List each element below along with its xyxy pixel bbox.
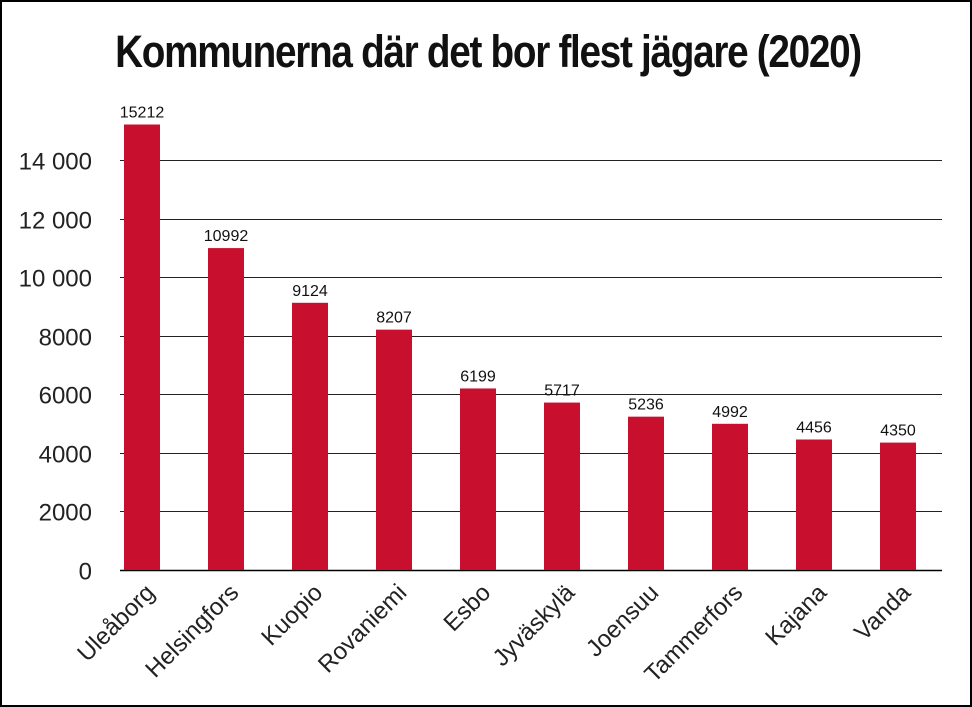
y-axis-ticks: 0 2000 4000 6000 8000 10 000 12 000 14 000: [19, 149, 92, 586]
category-label: Jyväskylä: [488, 579, 581, 672]
value-label: 5717: [544, 383, 580, 400]
category-label: Esbo: [438, 579, 496, 637]
category-label: Uleåborg: [72, 579, 160, 667]
y-tick-label: 6000: [39, 383, 92, 410]
category-label: Kajana: [760, 579, 832, 651]
bar: [628, 416, 664, 570]
bars: [124, 124, 916, 571]
bar: [208, 248, 244, 570]
value-label: 5236: [628, 397, 664, 414]
category-label: Vanda: [849, 579, 916, 646]
bar: [544, 402, 580, 570]
value-label: 8207: [376, 310, 412, 327]
y-tick-label: 14 000: [19, 149, 92, 176]
gridlines: [120, 160, 942, 572]
chart-title: Kommunerna där det bor flest jägare (202…: [115, 26, 862, 77]
value-labels: 15212 10992 9124 8207 6199 5717 5236 4992 4456 43…: [120, 105, 916, 440]
bar: [292, 302, 328, 570]
bar: [880, 442, 916, 570]
y-tick-label: 0: [79, 559, 92, 586]
bar: [712, 423, 748, 570]
bar: [124, 124, 160, 571]
value-label: 15212: [120, 105, 165, 122]
value-label: 4992: [712, 404, 748, 421]
y-tick-label: 12 000: [19, 208, 92, 235]
value-label: 9124: [292, 283, 328, 300]
bar: [460, 388, 496, 570]
value-label: 4350: [880, 423, 916, 440]
value-label: 4456: [796, 420, 832, 437]
y-tick-label: 2000: [39, 500, 92, 527]
category-label: Kuopio: [256, 579, 328, 651]
category-label: Joensuu: [581, 579, 664, 662]
y-tick-label: 4000: [39, 442, 92, 469]
value-label: 10992: [204, 228, 249, 245]
y-tick-label: 8000: [39, 325, 92, 352]
y-tick-label: 10 000: [19, 266, 92, 293]
value-label: 6199: [460, 368, 496, 385]
category-label: Rovaniemi: [313, 579, 412, 678]
bar: [376, 329, 412, 570]
bar: [796, 439, 832, 570]
